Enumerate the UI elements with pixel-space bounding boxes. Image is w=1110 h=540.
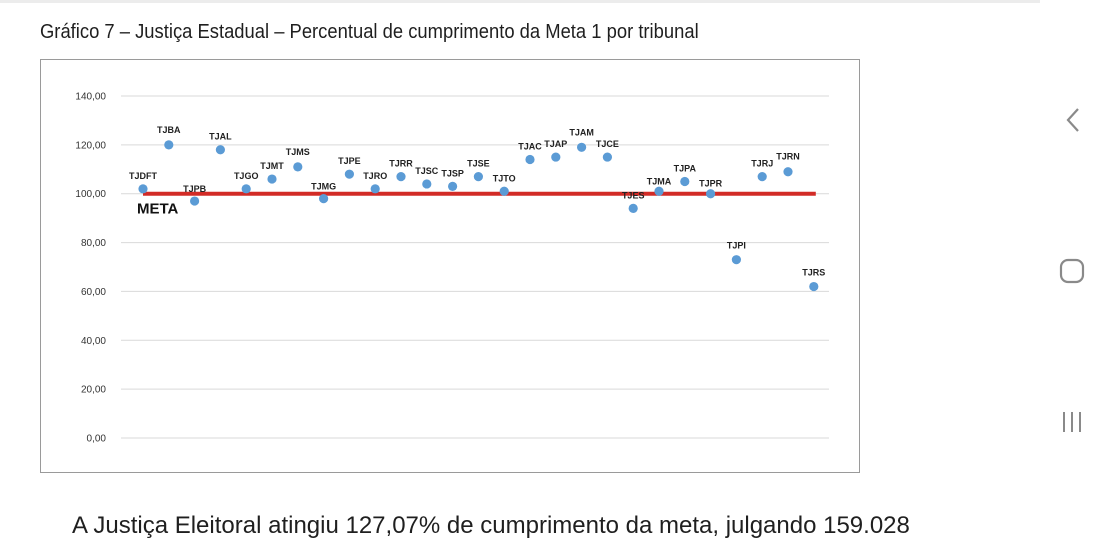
point-label: TJPR xyxy=(699,179,723,189)
top-divider xyxy=(0,0,1040,3)
data-point xyxy=(680,176,690,187)
data-point xyxy=(525,154,535,165)
rounded-square-icon xyxy=(1059,258,1085,284)
meta-reference: META xyxy=(137,191,816,218)
data-point xyxy=(448,181,458,191)
data-point xyxy=(190,196,200,206)
point-label: TJAM xyxy=(569,127,594,137)
point-label: TJES xyxy=(622,190,645,200)
point-label: TJMS xyxy=(286,147,310,157)
data-point xyxy=(241,184,251,194)
data-point xyxy=(138,184,148,194)
point-labels: TJDFTTJBATJPBTJALTJGOTJMTTJMSTJMGTJPETJR… xyxy=(129,125,825,278)
point-label: TJRN xyxy=(776,152,800,162)
data-points xyxy=(138,140,819,292)
back-button[interactable] xyxy=(1058,104,1088,136)
y-tick-label: 0,00 xyxy=(87,434,107,445)
data-point xyxy=(628,203,638,213)
data-point xyxy=(577,142,587,152)
data-point xyxy=(809,281,819,292)
point-label: TJCE xyxy=(596,139,619,149)
chevron-left-icon xyxy=(1066,108,1079,132)
data-point xyxy=(370,184,380,194)
data-point xyxy=(396,172,406,182)
data-point xyxy=(344,169,354,179)
recents-button[interactable] xyxy=(1056,406,1088,438)
point-label: TJRS xyxy=(802,268,825,278)
data-point xyxy=(267,174,277,184)
data-point xyxy=(319,194,329,204)
data-point xyxy=(551,152,561,162)
scatter-chart: 0,00 20,00 40,00 60,00 80,00 100,00 120,00 140,… xyxy=(75,92,829,445)
point-label: TJBA xyxy=(157,125,181,135)
y-tick-label: 60,00 xyxy=(81,287,106,298)
data-point xyxy=(164,140,174,150)
point-label: TJTO xyxy=(493,173,516,183)
three-bars-icon xyxy=(1063,412,1081,432)
data-point xyxy=(422,179,432,189)
point-label: TJRR xyxy=(389,159,413,169)
point-label: TJMA xyxy=(647,176,672,186)
data-point xyxy=(731,255,742,265)
point-label: TJPI xyxy=(727,241,746,251)
point-label: TJRO xyxy=(363,171,387,181)
point-label: TJMG xyxy=(311,182,336,192)
y-axis-ticks: 0,00 20,00 40,00 60,00 80,00 100,00 120,00 140,… xyxy=(75,92,106,445)
meta-label: META xyxy=(137,201,179,218)
point-label: TJPA xyxy=(674,164,697,174)
point-label: TJSP xyxy=(441,168,464,178)
data-point xyxy=(783,167,793,177)
y-tick-label: 140,00 xyxy=(75,92,106,103)
y-tick-label: 100,00 xyxy=(75,189,106,200)
point-label: TJSE xyxy=(467,159,490,169)
point-label: TJPB xyxy=(183,184,207,194)
point-label: TJDFT xyxy=(129,171,158,181)
body-paragraph: A Justiça Eleitoral atingiu 127,07% de c… xyxy=(72,512,910,539)
home-button[interactable] xyxy=(1056,255,1088,287)
data-point xyxy=(473,172,483,182)
data-point xyxy=(215,145,225,155)
data-point xyxy=(293,162,303,172)
point-label: TJAC xyxy=(518,142,542,152)
gridlines xyxy=(121,95,829,439)
y-tick-label: 80,00 xyxy=(81,238,106,249)
data-point xyxy=(706,189,716,199)
y-tick-label: 40,00 xyxy=(81,336,106,347)
point-label: TJAP xyxy=(544,139,567,149)
data-point xyxy=(654,186,664,196)
data-point xyxy=(757,172,767,182)
chart-frame: 0,00 20,00 40,00 60,00 80,00 100,00 120,00 140,… xyxy=(40,59,860,473)
point-label: TJGO xyxy=(234,171,259,181)
y-tick-label: 120,00 xyxy=(75,140,106,151)
point-label: TJAL xyxy=(209,132,232,142)
point-label: TJSC xyxy=(415,166,439,176)
figure-title: Gráfico 7 – Justiça Estadual – Percentua… xyxy=(40,21,699,43)
data-point xyxy=(499,186,509,196)
point-label: TJRJ xyxy=(751,159,773,169)
y-tick-label: 20,00 xyxy=(81,385,106,396)
point-label: TJMT xyxy=(260,161,284,171)
point-label: TJPE xyxy=(338,156,361,166)
data-point xyxy=(602,152,613,162)
